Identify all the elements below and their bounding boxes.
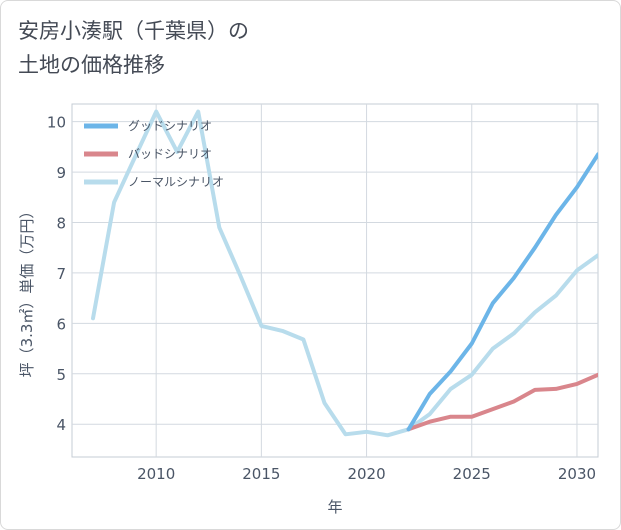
legend-label-normal: ノーマルシナリオ (128, 175, 224, 189)
x-tick-label: 2015 (242, 465, 280, 483)
y-tick-label: 7 (56, 265, 66, 283)
legend-label-bad: バッドシナリオ (128, 147, 212, 161)
x-tick-label: 2025 (453, 465, 491, 483)
y-axis-label: 坪（3.3㎡）単価（万円） (18, 204, 36, 378)
y-tick-label: 4 (56, 416, 66, 434)
y-tick-label: 6 (56, 315, 66, 333)
series-line-good (406, 152, 598, 432)
x-axis-label: 年 (327, 498, 342, 516)
y-tick-label: 8 (56, 215, 66, 233)
plot-frame (71, 103, 599, 458)
series-line-normal (91, 109, 598, 438)
y-tick-label: 9 (56, 164, 66, 182)
series-line-bad (406, 372, 598, 432)
x-tick-label: 2010 (137, 465, 175, 483)
x-tick-label: 2030 (558, 465, 596, 483)
chart-title-line2: 土地の価格推移 (18, 53, 165, 77)
x-tick-label: 2020 (347, 465, 385, 483)
y-tick-label: 5 (56, 366, 66, 384)
chart-title: 安房小湊駅（千葉県）の 土地の価格推移 (18, 14, 249, 82)
legend-label-good: グッドシナリオ (128, 119, 212, 133)
y-tick-label: 10 (47, 114, 66, 132)
chart-title-line1: 安房小湊駅（千葉県）の (18, 19, 249, 43)
